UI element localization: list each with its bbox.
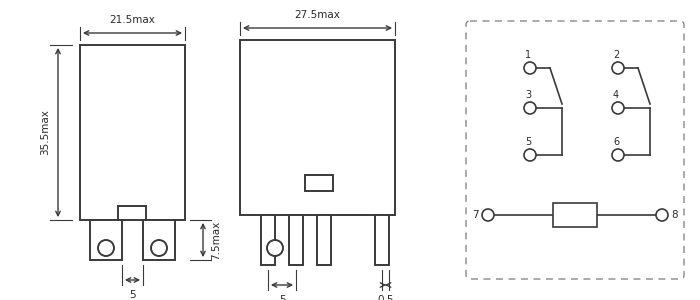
Text: 4: 4 [613,90,619,100]
Text: 27.5max: 27.5max [295,10,340,20]
Text: 5: 5 [279,295,286,300]
Bar [240,40,395,215]
Text: 3: 3 [525,90,531,100]
Circle shape [267,240,283,256]
Bar [317,215,331,265]
Circle shape [151,240,167,256]
Text: 35.5max: 35.5max [40,110,50,155]
Circle shape [482,209,494,221]
Text: 8: 8 [671,210,678,220]
Text: 6: 6 [613,137,619,147]
Circle shape [612,102,624,114]
Bar [553,203,597,227]
Circle shape [612,149,624,161]
Text: 5: 5 [525,137,531,147]
Text: 1: 1 [525,50,531,60]
Bar [375,215,389,265]
Text: 2: 2 [613,50,619,60]
Bar [289,215,303,265]
Circle shape [524,149,536,161]
Bar [305,175,333,191]
Bar [261,215,275,265]
Circle shape [98,240,114,256]
Bar [90,220,122,260]
Text: 21.5max: 21.5max [110,15,155,25]
Circle shape [524,102,536,114]
Text: 7: 7 [473,210,479,220]
Text: 0.5: 0.5 [377,295,393,300]
Bar [143,220,175,260]
Circle shape [656,209,668,221]
Bar [80,45,185,220]
Circle shape [612,62,624,74]
Circle shape [524,62,536,74]
Text: 7.5max: 7.5max [211,220,221,260]
Text: 5: 5 [130,290,136,300]
